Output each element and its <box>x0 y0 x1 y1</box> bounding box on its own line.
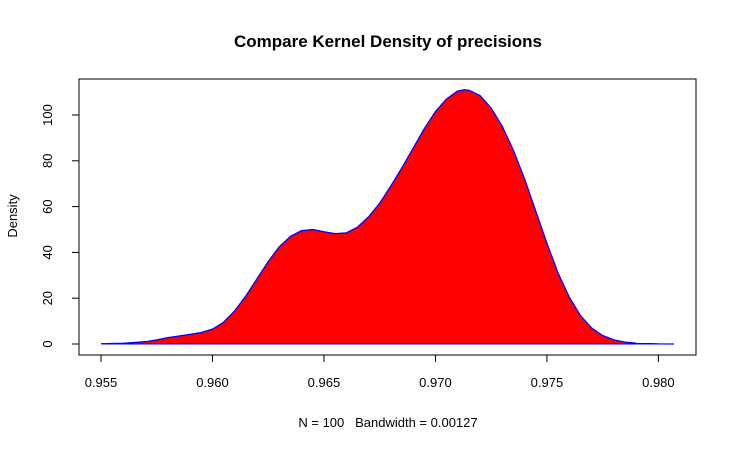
x-tick-label: 0.965 <box>308 375 341 390</box>
x-tick-label: 0.975 <box>531 375 564 390</box>
y-axis: 0 20 40 60 80 100 <box>40 104 80 348</box>
y-tick-label: 0 <box>40 340 55 347</box>
y-tick-label: 80 <box>40 154 55 168</box>
x-axis: 0.955 0.960 0.965 0.970 0.975 0.980 <box>85 354 675 390</box>
x-tick-label: 0.980 <box>642 375 675 390</box>
x-axis-label: N = 100 Bandwidth = 0.00127 <box>298 415 477 430</box>
y-tick-label: 40 <box>40 245 55 259</box>
y-tick-label: 60 <box>40 199 55 213</box>
x-tick-label: 0.955 <box>85 375 118 390</box>
y-axis-label: Density <box>5 194 20 238</box>
density-layer <box>100 89 675 345</box>
chart-title: Compare Kernel Density of precisions <box>234 32 542 51</box>
density-area <box>101 89 674 344</box>
x-tick-label: 0.970 <box>419 375 452 390</box>
y-tick-label: 20 <box>40 291 55 305</box>
y-tick-label: 100 <box>40 104 55 126</box>
x-tick-label: 0.960 <box>196 375 229 390</box>
density-line <box>100 89 675 345</box>
